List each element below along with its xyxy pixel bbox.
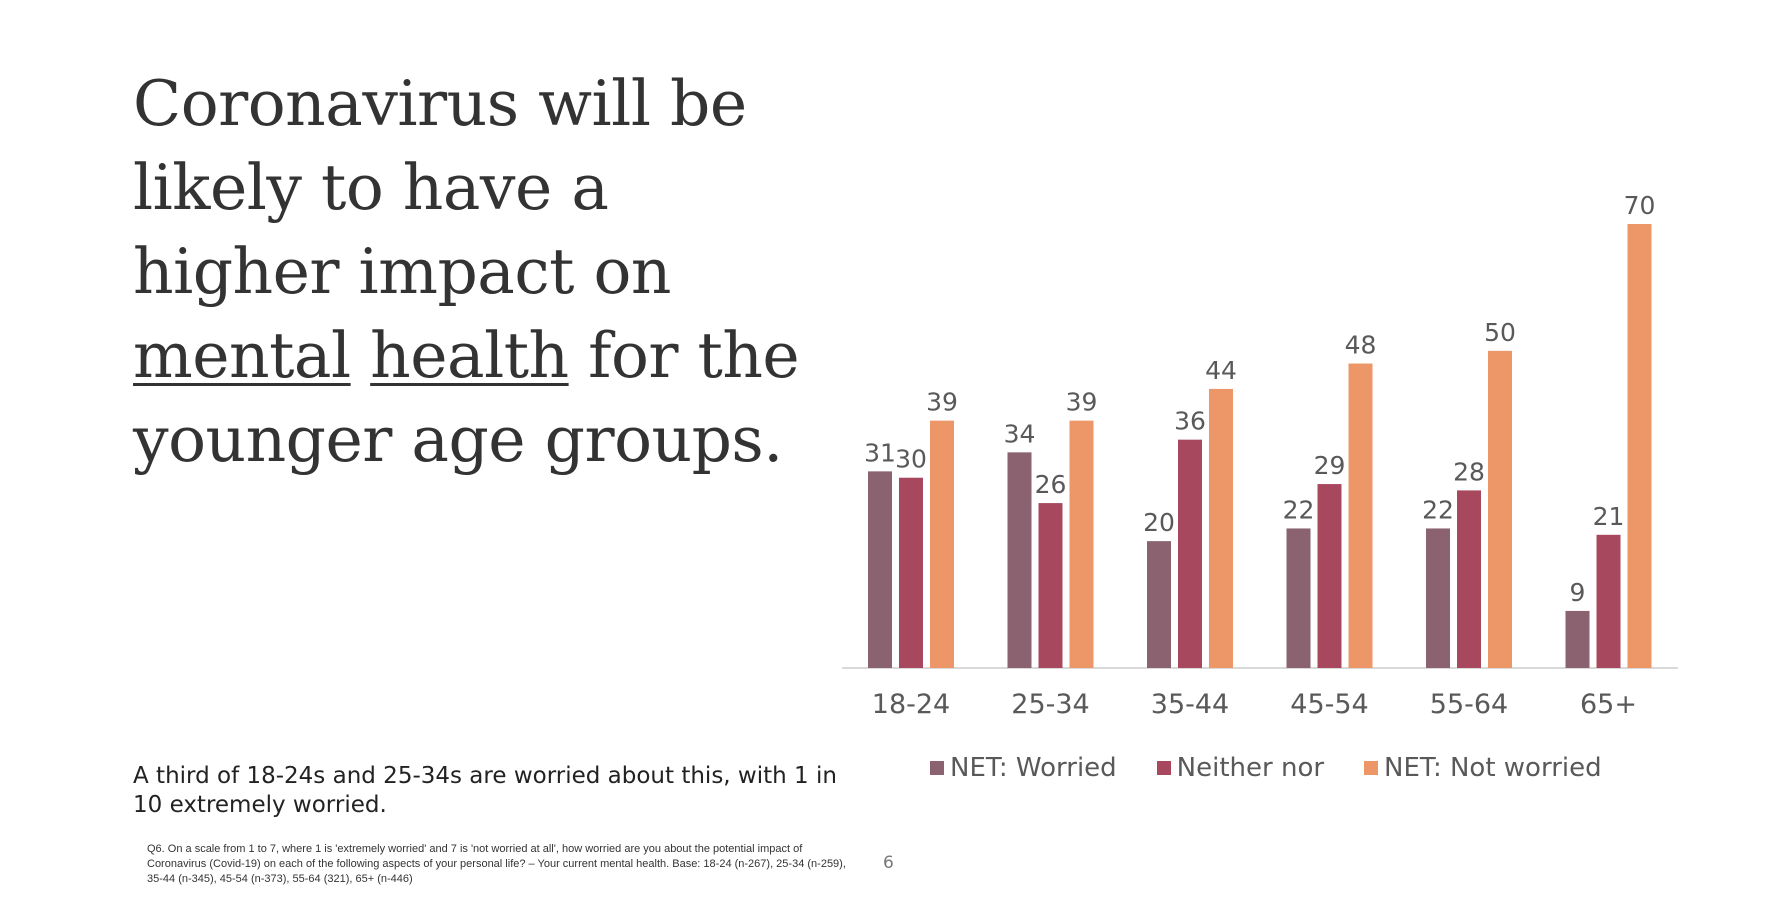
bar-35-44-2: [1209, 388, 1233, 668]
data-label-25-34-0: 34: [1004, 419, 1036, 448]
data-label-45-54-2: 48: [1345, 331, 1377, 360]
data-label-65+-0: 9: [1570, 578, 1586, 607]
x-tick-label-45-54: 45-54: [1290, 689, 1368, 720]
summary-text: A third of 18-24s and 25-34s are worried…: [133, 763, 837, 818]
legend-item-worried: NET: Worried: [930, 753, 1117, 783]
bar-65+-1: [1596, 534, 1621, 668]
bar-45-54-1: [1317, 484, 1342, 668]
data-label-35-44-2: 44: [1205, 356, 1237, 385]
data-label-25-34-1: 26: [1035, 470, 1067, 499]
data-label-55-64-0: 22: [1422, 495, 1454, 524]
footnote: Q6. On a scale from 1 to 7, where 1 is '…: [147, 843, 846, 885]
bar-25-34-2: [1069, 420, 1094, 668]
bar-18-24-0: [868, 471, 892, 668]
legend-label-neither: Neither nor: [1176, 753, 1325, 783]
data-label-55-64-1: 28: [1453, 457, 1485, 486]
headline-text-2: for the younger age groups.: [133, 319, 800, 476]
bar-35-44-1: [1178, 439, 1202, 668]
headline-underline-mental: mental: [133, 319, 351, 392]
data-label-45-54-1: 29: [1314, 451, 1346, 480]
legend-item-neither: Neither nor: [1156, 753, 1325, 783]
bar-55-64-1: [1457, 490, 1481, 668]
data-label-55-64-2: 50: [1484, 318, 1516, 347]
bar-35-44-0: [1147, 541, 1171, 668]
data-label-35-44-1: 36: [1174, 407, 1206, 436]
legend-swatch-not-worried: [1364, 761, 1379, 775]
data-label-25-34-2: 39: [1066, 388, 1098, 417]
bar-45-54-2: [1348, 363, 1373, 668]
legend-swatch-worried: [930, 761, 944, 775]
x-tick-label-18-24: 18-24: [872, 689, 950, 720]
x-tick-label-55-64: 55-64: [1430, 689, 1508, 720]
bar-55-64-0: [1426, 528, 1450, 668]
bar-18-24-2: [930, 420, 954, 668]
data-label-65+-2: 70: [1624, 191, 1656, 220]
bar-65+-2: [1627, 224, 1652, 668]
legend-label-not-worried: NET: Not worried: [1384, 753, 1602, 783]
data-label-45-54-0: 22: [1283, 495, 1315, 524]
x-tick-label-65+: 65+: [1580, 689, 1637, 720]
x-tick-label-35-44: 35-44: [1151, 689, 1229, 720]
legend-swatch-neither: [1156, 761, 1171, 775]
chart-legend: NET: Worried Neither nor NET: Not worrie…: [930, 753, 1642, 783]
data-label-18-24-1: 30: [895, 445, 927, 474]
headline: Coronavirus will be likely to have a hig…: [133, 62, 833, 482]
headline-underline-health: health: [370, 319, 569, 392]
legend-item-not-worried: NET: Not worried: [1364, 753, 1602, 783]
headline-text-1: Coronavirus will be likely to have a hig…: [133, 67, 747, 308]
bar-65+-0: [1565, 610, 1590, 668]
data-label-35-44-0: 20: [1143, 508, 1175, 537]
data-label-65+-1: 21: [1593, 502, 1625, 531]
bar-18-24-1: [899, 477, 923, 668]
bar-55-64-2: [1488, 350, 1512, 668]
legend-label-worried: NET: Worried: [950, 753, 1117, 783]
bar-25-34-0: [1007, 452, 1032, 668]
data-label-18-24-2: 39: [926, 388, 958, 417]
x-tick-label-25-34: 25-34: [1011, 689, 1089, 720]
data-label-18-24-0: 31: [864, 438, 896, 467]
bar-25-34-1: [1038, 503, 1063, 668]
page-number: 6: [883, 853, 894, 873]
bar-45-54-0: [1286, 528, 1311, 668]
